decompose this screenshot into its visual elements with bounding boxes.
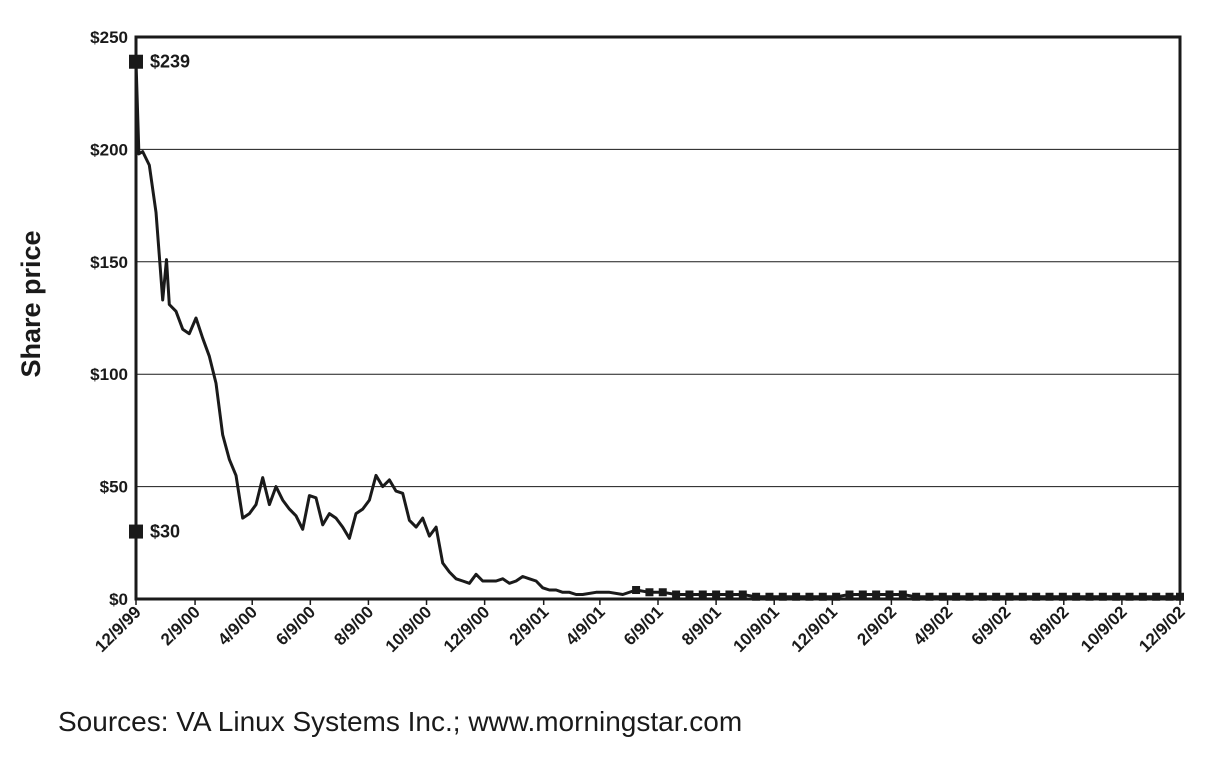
- data-point: [1058, 592, 1067, 601]
- data-point: [1085, 592, 1094, 601]
- plot-frame: [134, 35, 1182, 601]
- data-point: [725, 590, 734, 599]
- x-tick-label: 8/9/02: [1026, 602, 1073, 649]
- data-point: [805, 592, 814, 601]
- data-point: [938, 592, 947, 601]
- data-point: [1005, 592, 1014, 601]
- x-tick-label: 6/9/00: [272, 602, 319, 649]
- data-point: [818, 592, 827, 601]
- data-point: [965, 592, 974, 601]
- y-axis-label: Share price: [16, 230, 46, 377]
- data-point: [872, 590, 881, 599]
- x-tick-label: 4/9/02: [910, 602, 957, 649]
- source-note: Sources: VA Linux Systems Inc.; www.morn…: [58, 706, 743, 737]
- y-tick-label: $50: [100, 478, 128, 497]
- data-point: [1018, 592, 1027, 601]
- data-point: [1138, 592, 1147, 601]
- data-point: [1165, 592, 1174, 601]
- share-price-chart: $0$50$100$150$200$250 12/9/99 2/9/00 4/9/0…: [16, 28, 1189, 656]
- x-tick-label: 8/9/00: [330, 602, 377, 649]
- x-tick-label: 2/9/02: [853, 602, 900, 649]
- series-line: [134, 61, 1180, 599]
- x-tick-label: 12/9/02: [1135, 602, 1189, 656]
- y-tick-label: $250: [90, 28, 128, 47]
- data-point: [778, 592, 787, 601]
- y-tick-label: $0: [109, 590, 128, 609]
- x-tick-label: 6/9/01: [620, 602, 667, 649]
- y-tick-label: $200: [90, 140, 128, 159]
- x-tick-label: 6/9/02: [968, 602, 1015, 649]
- y-tick-label: $100: [90, 365, 128, 384]
- x-tick-label: 4/9/00: [214, 602, 261, 649]
- data-point: [1072, 592, 1081, 601]
- annotation-label: $30: [150, 522, 180, 542]
- data-point: [632, 586, 641, 595]
- series-group: [134, 61, 1184, 601]
- y-tick-label: $150: [90, 253, 128, 272]
- data-point: [898, 590, 907, 599]
- x-axis-ticks: 12/9/99 2/9/00 4/9/00 6/9/00 8/9/00 10/9/00 12…: [91, 599, 1189, 656]
- data-point: [672, 590, 681, 599]
- data-point: [645, 588, 654, 597]
- data-point: [845, 590, 854, 599]
- data-point: [752, 592, 761, 601]
- data-point: [698, 590, 707, 599]
- x-tick-label: 8/9/01: [678, 602, 725, 649]
- x-tick-label: 12/9/00: [440, 602, 494, 656]
- data-point: [738, 590, 747, 599]
- x-tick-label: 10/9/00: [382, 602, 436, 656]
- x-tick-label: 2/9/01: [506, 602, 553, 649]
- data-point: [1152, 592, 1161, 601]
- data-point: [765, 592, 774, 601]
- x-tick-label: 12/9/99: [91, 602, 145, 656]
- data-point: [912, 592, 921, 601]
- x-tick-label: 4/9/01: [562, 602, 609, 649]
- data-point: [712, 590, 721, 599]
- data-point: [1032, 592, 1041, 601]
- x-tick-label: 10/9/02: [1077, 602, 1131, 656]
- data-point: [1125, 592, 1134, 601]
- x-tick-label: 10/9/01: [729, 602, 783, 656]
- data-point: [858, 590, 867, 599]
- annotation-label: $239: [150, 52, 190, 72]
- data-point: [1045, 592, 1054, 601]
- data-point: [1098, 592, 1107, 601]
- data-point: [685, 590, 694, 599]
- y-axis-ticks: $0 $50 $100 $150 $200 $250: [90, 28, 128, 609]
- x-tick-label: 2/9/00: [157, 602, 204, 649]
- data-point: [658, 588, 667, 597]
- data-point: [792, 592, 801, 601]
- data-point: [925, 592, 934, 601]
- data-point: [992, 592, 1001, 601]
- data-point: [1112, 592, 1121, 601]
- data-point: [885, 590, 894, 599]
- data-point: [832, 592, 841, 601]
- gridlines: [136, 148, 1180, 488]
- data-point: [978, 592, 987, 601]
- x-tick-label: 12/9/01: [788, 602, 842, 656]
- data-point: [952, 592, 961, 601]
